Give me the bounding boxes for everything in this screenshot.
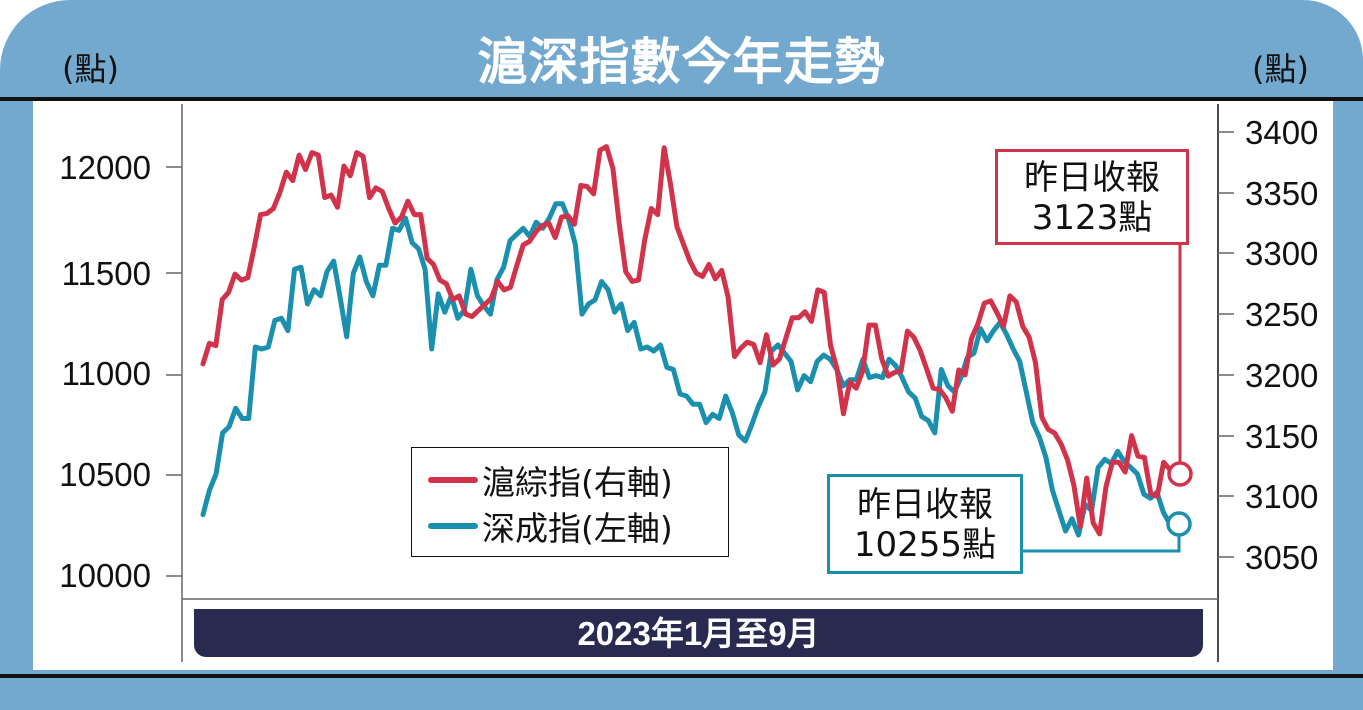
callout-value: 3123點 xyxy=(1031,198,1153,238)
header-divider xyxy=(0,97,1363,101)
legend-label: 深成指(左軸) xyxy=(482,509,673,548)
shenzhen-close-callout: 昨日收報 10255點 xyxy=(827,474,1023,574)
right-tick-label: 3350 xyxy=(1245,175,1318,212)
footer-divider xyxy=(0,674,1363,678)
left-tick-label: 10500 xyxy=(59,456,151,493)
shenzhen-callout-leader xyxy=(1023,535,1181,553)
shenzhen-last-close-marker xyxy=(1166,511,1192,537)
callout-line: 昨日收報 xyxy=(857,485,993,525)
legend-item-shenzhen: 深成指(左軸) xyxy=(428,506,673,548)
right-tick-label: 3050 xyxy=(1245,539,1318,576)
shenzhen-index-line xyxy=(200,201,1173,538)
left-tick-label: 12000 xyxy=(59,149,151,186)
right-axis-unit: (點) xyxy=(1252,50,1309,88)
right-axis-ticks: 3400 3350 3300 3250 3200 3150 3100 3050 xyxy=(1218,114,1318,576)
right-tick-label: 3150 xyxy=(1245,418,1318,455)
legend-label: 滬綜指(右軸) xyxy=(482,463,673,502)
right-tick-label: 3400 xyxy=(1245,114,1318,151)
shanghai-last-close-marker xyxy=(1167,461,1193,487)
shanghai-index-line xyxy=(200,144,1173,537)
left-axis-ticks: 12000 11500 11000 10500 10000 xyxy=(59,149,182,594)
right-tick-label: 3300 xyxy=(1245,235,1318,272)
date-range-bar: 2023年1月至9月 xyxy=(194,609,1203,657)
shanghai-close-callout: 昨日收報 3123點 xyxy=(995,149,1189,245)
legend-swatch-shenzhen xyxy=(428,523,478,529)
chart-title: 滬深指數今年走勢 xyxy=(477,33,886,91)
callout-value: 10255點 xyxy=(853,525,997,565)
right-tick-label: 3250 xyxy=(1245,296,1318,333)
right-tick-label: 3200 xyxy=(1245,357,1318,394)
chart-legend: 滬綜指(右軸) 深成指(左軸) xyxy=(411,447,729,557)
left-tick-label: 10000 xyxy=(59,557,151,594)
chart-frame-bottom xyxy=(0,676,1363,710)
left-tick-label: 11500 xyxy=(62,255,151,292)
legend-item-shanghai: 滬綜指(右軸) xyxy=(428,460,673,502)
callout-line: 昨日收報 xyxy=(1024,158,1160,198)
legend-swatch-shanghai xyxy=(428,477,478,483)
left-axis-unit: (點) xyxy=(62,50,119,88)
right-tick-label: 3100 xyxy=(1245,478,1318,515)
left-tick-label: 11000 xyxy=(62,355,151,392)
